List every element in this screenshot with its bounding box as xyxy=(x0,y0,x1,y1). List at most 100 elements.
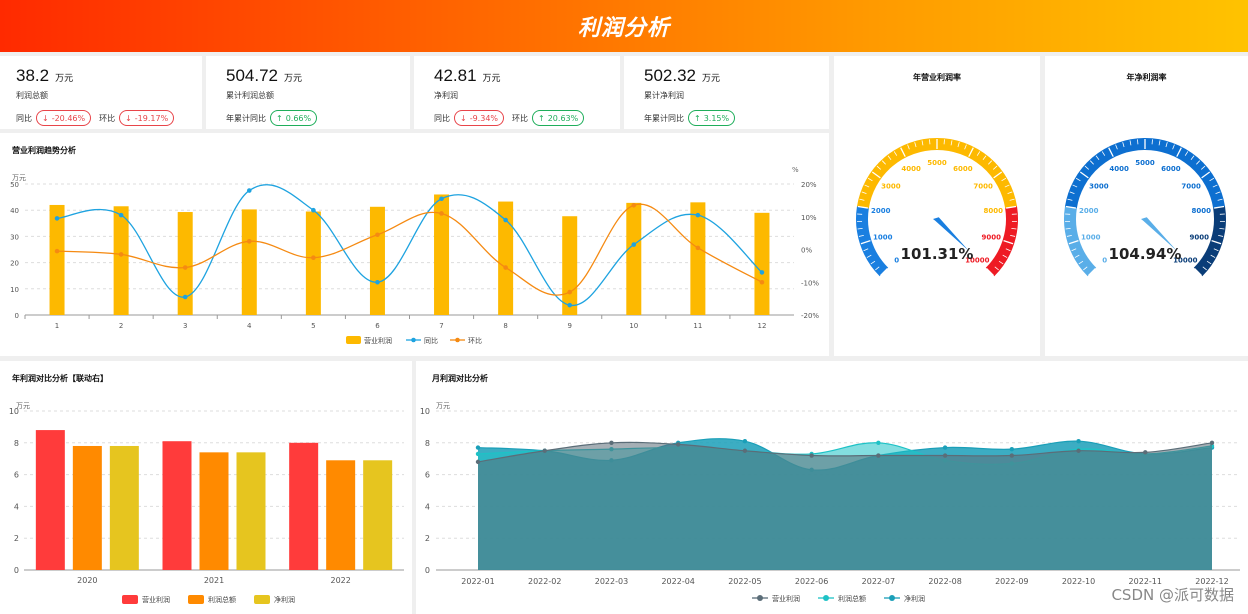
gauge-tick-label: 10000 xyxy=(965,256,989,264)
kpi-card-net-profit: 42.81 万元 净利润 同比 ↓ -9.34% 环比 ↑ 20.63% xyxy=(414,56,620,129)
x-tick-label: 9 xyxy=(567,322,571,330)
gauge-band xyxy=(856,138,1018,209)
x-tick-label: 2022-06 xyxy=(795,577,828,586)
gauge-tick xyxy=(1009,198,1015,201)
kpi-compare-label: 同比 xyxy=(16,113,32,123)
point-yoy xyxy=(695,212,701,218)
panel-title: 营业利润趋势分析 xyxy=(12,146,76,155)
bar-operating-profit xyxy=(305,211,321,315)
gauge-tick xyxy=(881,160,886,165)
gauge-tick xyxy=(864,184,870,188)
x-tick-label: 2021 xyxy=(204,576,224,585)
gauge-title: 年营业利润率 xyxy=(913,73,961,82)
gauge-tick-label: 1000 xyxy=(1081,234,1101,242)
point-mom xyxy=(54,248,60,254)
point-operating xyxy=(809,453,814,458)
gauge-tick xyxy=(1202,266,1207,271)
gauge-tick xyxy=(982,155,987,160)
y-tick-label: 10 xyxy=(10,286,19,294)
gauge-tick xyxy=(1005,248,1011,252)
gauge-tick xyxy=(879,268,888,277)
gauge-tick xyxy=(1095,155,1100,160)
point-operating xyxy=(876,453,881,458)
panel-title: 月利润对比分析 xyxy=(432,374,488,383)
kpi-compare-badge: ↓ -9.34% xyxy=(454,110,505,126)
point-yoy xyxy=(311,207,316,213)
gauge-tick xyxy=(870,260,876,265)
legend-swatch xyxy=(122,595,138,604)
gauge-tick xyxy=(1108,147,1114,157)
legend-label: 营业利润 xyxy=(364,336,392,345)
kpi-compare-label: 环比 xyxy=(512,113,529,123)
point-yoy xyxy=(503,217,508,223)
kpi-compare-badge: ↑ 3.15% xyxy=(688,110,736,126)
legend-swatch-point xyxy=(455,337,460,343)
kpi-compare-row: 同比 ↓ -9.34% 环比 ↑ 20.63% xyxy=(434,110,592,126)
bar-operating-profit xyxy=(35,430,65,570)
gauge-tick xyxy=(1176,147,1182,157)
gauge-tick-label: 1000 xyxy=(873,234,893,242)
x-tick-label: 2022-09 xyxy=(995,577,1028,586)
x-tick-label: 10 xyxy=(629,322,638,330)
page-header: 利润分析 xyxy=(0,0,1248,52)
gauge-tick xyxy=(1001,177,1007,182)
gauge-band xyxy=(1064,138,1226,209)
bar-operating-profit xyxy=(177,212,193,315)
y2-tick-label: 20% xyxy=(801,181,817,189)
point-operating xyxy=(675,442,681,447)
point-operating xyxy=(942,453,948,458)
arrow-up-icon: ↑ xyxy=(694,113,701,123)
y-tick-label: 4 xyxy=(425,502,430,511)
gauge-tick xyxy=(887,155,892,160)
arrow-down-icon: ↓ xyxy=(125,113,132,123)
legend-swatch-point xyxy=(823,595,829,601)
point-mom xyxy=(246,239,252,244)
x-tick-label: 2022 xyxy=(330,576,350,585)
gauge-tick-label: 7000 xyxy=(973,182,993,190)
gauge-tick xyxy=(861,191,867,194)
gauge-tick xyxy=(957,142,960,148)
gauge-tick xyxy=(1213,248,1219,252)
gauge-tick xyxy=(1215,191,1221,194)
legend-swatch xyxy=(254,595,270,604)
gauge-tick xyxy=(893,151,898,156)
gauge-tick-label: 6000 xyxy=(953,165,973,173)
kpi-compare-label: 年累计同比 xyxy=(644,113,684,123)
axis-unit: 万元 xyxy=(436,402,450,410)
bar-operating-profit xyxy=(562,216,578,315)
gauge-tick xyxy=(921,140,924,146)
kpi-label: 利润总额 xyxy=(16,91,48,100)
y-tick-label: 0 xyxy=(15,312,19,320)
bar-total-profit xyxy=(199,452,229,570)
y-tick-label: 6 xyxy=(14,471,19,480)
line-operating-profit xyxy=(477,441,1213,463)
kpi-compare-badge: ↓ -19.17% xyxy=(119,110,175,126)
legend-label: 净利润 xyxy=(274,595,295,604)
gauge-tick-label: 7000 xyxy=(1181,182,1201,190)
point-operating xyxy=(1076,448,1081,453)
gauge-tick xyxy=(1115,144,1118,150)
gauge-tick xyxy=(1129,140,1132,146)
kpi-card-cumulative-net: 502.32 万元 累计净利润 年累计同比 ↑ 3.15% xyxy=(624,56,829,129)
x-tick-label: 12 xyxy=(757,322,766,330)
gauge-tick-label: 8000 xyxy=(984,207,1004,215)
bar-operating-profit xyxy=(162,441,192,570)
gauge-title: 年净利润率 xyxy=(1126,73,1167,82)
x-tick-label: 4 xyxy=(247,322,252,330)
point-operating xyxy=(609,440,614,445)
bar-operating-profit xyxy=(498,201,514,315)
gauge-tick xyxy=(994,266,999,271)
gauge-tick xyxy=(1210,254,1216,258)
annual-chart: 万元 0 2 4 6 8 10 2020 2021 2022 营业利润 利润总额 净利润 xyxy=(9,402,404,604)
gauge-tick xyxy=(992,165,998,170)
x-tick-label: 2022-12 xyxy=(1195,577,1228,586)
gauge-pointer xyxy=(1141,217,1177,251)
panel-title: 年利润对比分析【联动右】 xyxy=(12,374,108,383)
x-tick-label: 2022-03 xyxy=(595,577,628,586)
point-net xyxy=(742,439,748,444)
arrow-up-icon: ↑ xyxy=(276,113,283,123)
gauge-tick xyxy=(1075,177,1081,182)
point-mom xyxy=(631,202,637,208)
gauge-tick xyxy=(1172,144,1175,150)
point-operating xyxy=(475,459,481,465)
